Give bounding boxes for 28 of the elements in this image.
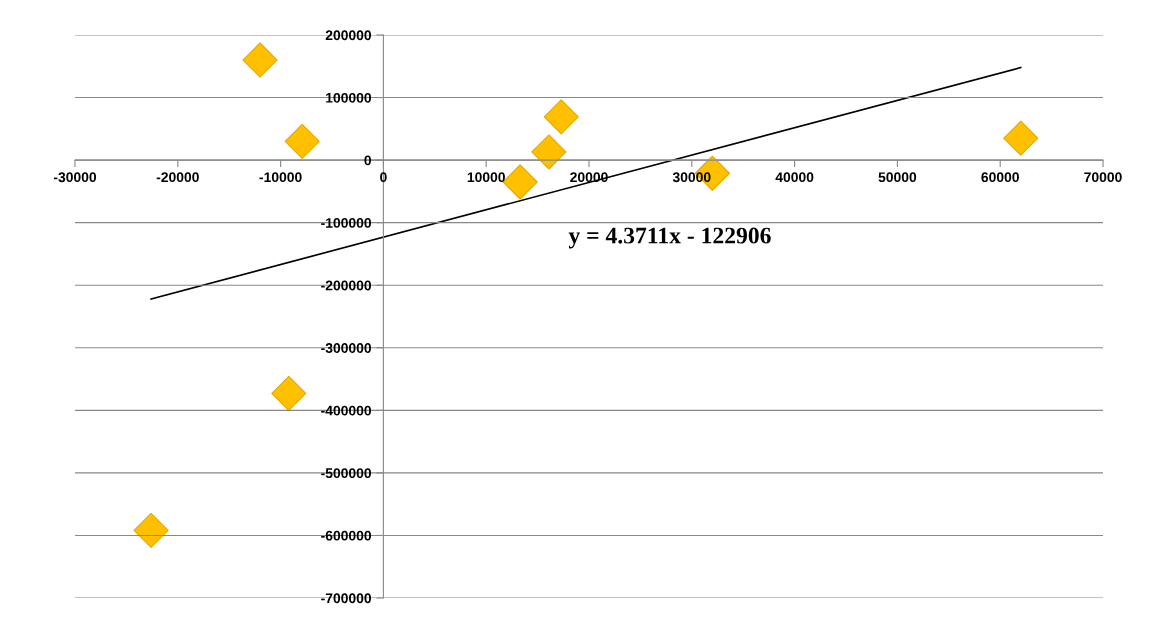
point xyxy=(1003,120,1039,156)
x-tick-label: 70000 xyxy=(1084,172,1122,183)
y-tick-label: 100000 xyxy=(326,92,372,103)
x-tick-label: -10000 xyxy=(259,172,302,183)
y-tick-label: -600000 xyxy=(321,530,372,541)
point xyxy=(531,134,567,170)
y-tick-label: 0 xyxy=(364,155,372,166)
point xyxy=(133,512,169,549)
point xyxy=(543,99,579,135)
annotation: y = 4.3711x - 122906 xyxy=(568,227,771,249)
point xyxy=(284,123,320,159)
x-tick-label: 20000 xyxy=(570,172,608,183)
y-tick-label: -300000 xyxy=(321,343,372,353)
x-tick-label: -30000 xyxy=(53,172,97,183)
x-tick-label: 60000 xyxy=(981,172,1019,183)
x-tick-label: 40000 xyxy=(775,172,814,183)
y-tick-label: -100000 xyxy=(321,218,372,228)
y-tick-label: -500000 xyxy=(321,468,372,479)
point xyxy=(271,375,307,412)
x-tick-label: 0 xyxy=(380,172,387,183)
y-tick-label: -700000 xyxy=(321,593,372,604)
y-tick-label: -200000 xyxy=(321,280,372,291)
y-tick-label: -400000 xyxy=(321,405,372,416)
x-tick-label: 10000 xyxy=(467,172,505,183)
point xyxy=(242,42,278,78)
x-tick-label: -20000 xyxy=(156,172,199,183)
y-tick-label: 200000 xyxy=(325,30,372,41)
x-tick-label: 50000 xyxy=(878,172,917,183)
